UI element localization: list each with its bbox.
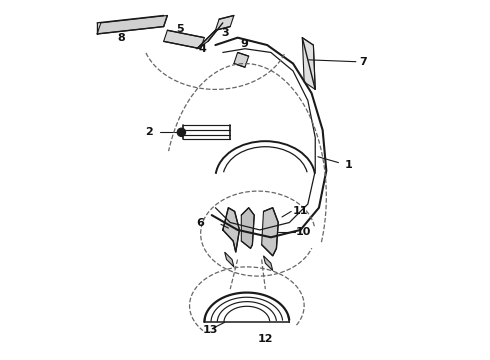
Polygon shape [302,38,315,89]
Text: 9: 9 [241,39,248,49]
Text: 12: 12 [258,334,273,344]
Polygon shape [225,252,234,267]
Text: 3: 3 [221,28,229,38]
Polygon shape [216,15,234,30]
Text: 11: 11 [293,206,308,216]
Text: 5: 5 [176,24,184,34]
Text: 7: 7 [360,58,368,67]
Polygon shape [264,256,273,271]
Text: 2: 2 [145,127,152,137]
Text: 13: 13 [202,325,218,336]
Polygon shape [197,23,223,49]
Polygon shape [262,208,278,256]
Text: 1: 1 [345,160,353,170]
Text: 10: 10 [295,227,311,237]
Polygon shape [234,53,249,67]
Text: 6: 6 [196,217,204,228]
Polygon shape [97,15,168,34]
Text: 4: 4 [199,44,207,54]
Polygon shape [223,208,240,252]
Text: 8: 8 [118,33,125,43]
Polygon shape [164,30,204,49]
Polygon shape [241,208,254,248]
Circle shape [177,128,186,136]
